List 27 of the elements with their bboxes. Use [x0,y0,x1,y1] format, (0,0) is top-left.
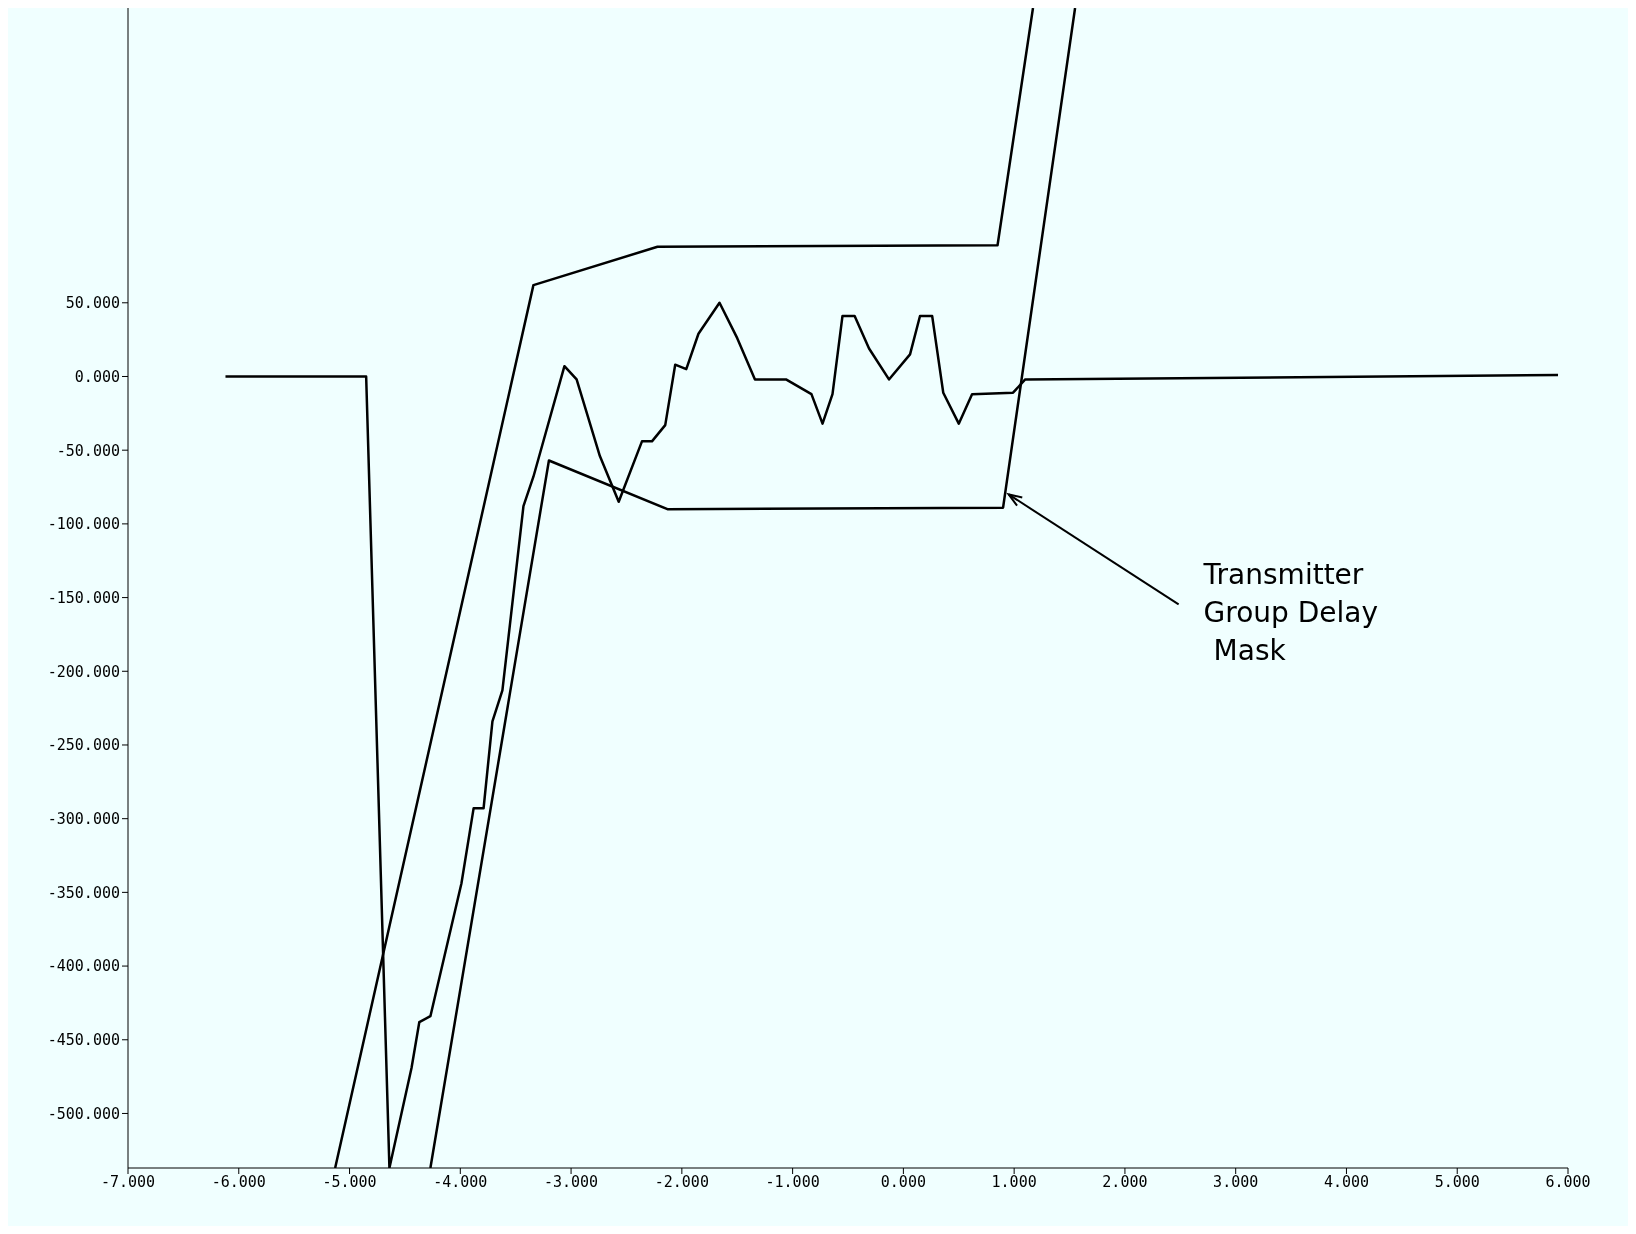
annotation: Transmitter Group Delay Mask [1202,558,1379,668]
x-tick-label: -6.000 [211,1172,266,1191]
y-tick-label: -500.000 [47,1104,120,1123]
x-tick-label: 3.000 [1213,1172,1259,1191]
x-tick-label: 5.000 [1434,1172,1480,1191]
y-tick-label: -50.000 [56,441,120,460]
x-tick-label: -5.000 [322,1172,377,1191]
y-tick-label: -400.000 [47,957,120,976]
x-tick-label: -3.000 [543,1172,599,1191]
x-tick-label: 2.000 [1102,1172,1148,1191]
y-tick-label: -250.000 [47,736,120,755]
y-tick-label: -350.000 [47,883,120,902]
y-tick-label: -300.000 [47,810,120,828]
y-tick-label: -150.000 [47,588,120,607]
y-tick-label: -450.000 [47,1031,120,1050]
x-tick-label: -1.000 [765,1172,820,1191]
x-tick-label: 0.000 [880,1172,926,1191]
y-tick-label: -100.000 [47,515,120,534]
x-tick-label: -4.000 [433,1172,488,1191]
x-tick-label: -2.000 [654,1172,709,1191]
y-tick-label: -200.000 [47,662,120,681]
x-tick-label: 6.000 [1545,1172,1591,1191]
y-tick-label: 50.000 [65,294,120,313]
x-tick-label: -7.000 [100,1172,156,1191]
y-tick-label: 0.000 [74,367,120,386]
x-tick-label: 4.000 [1323,1172,1370,1191]
x-tick-label: 1.000 [991,1172,1037,1191]
